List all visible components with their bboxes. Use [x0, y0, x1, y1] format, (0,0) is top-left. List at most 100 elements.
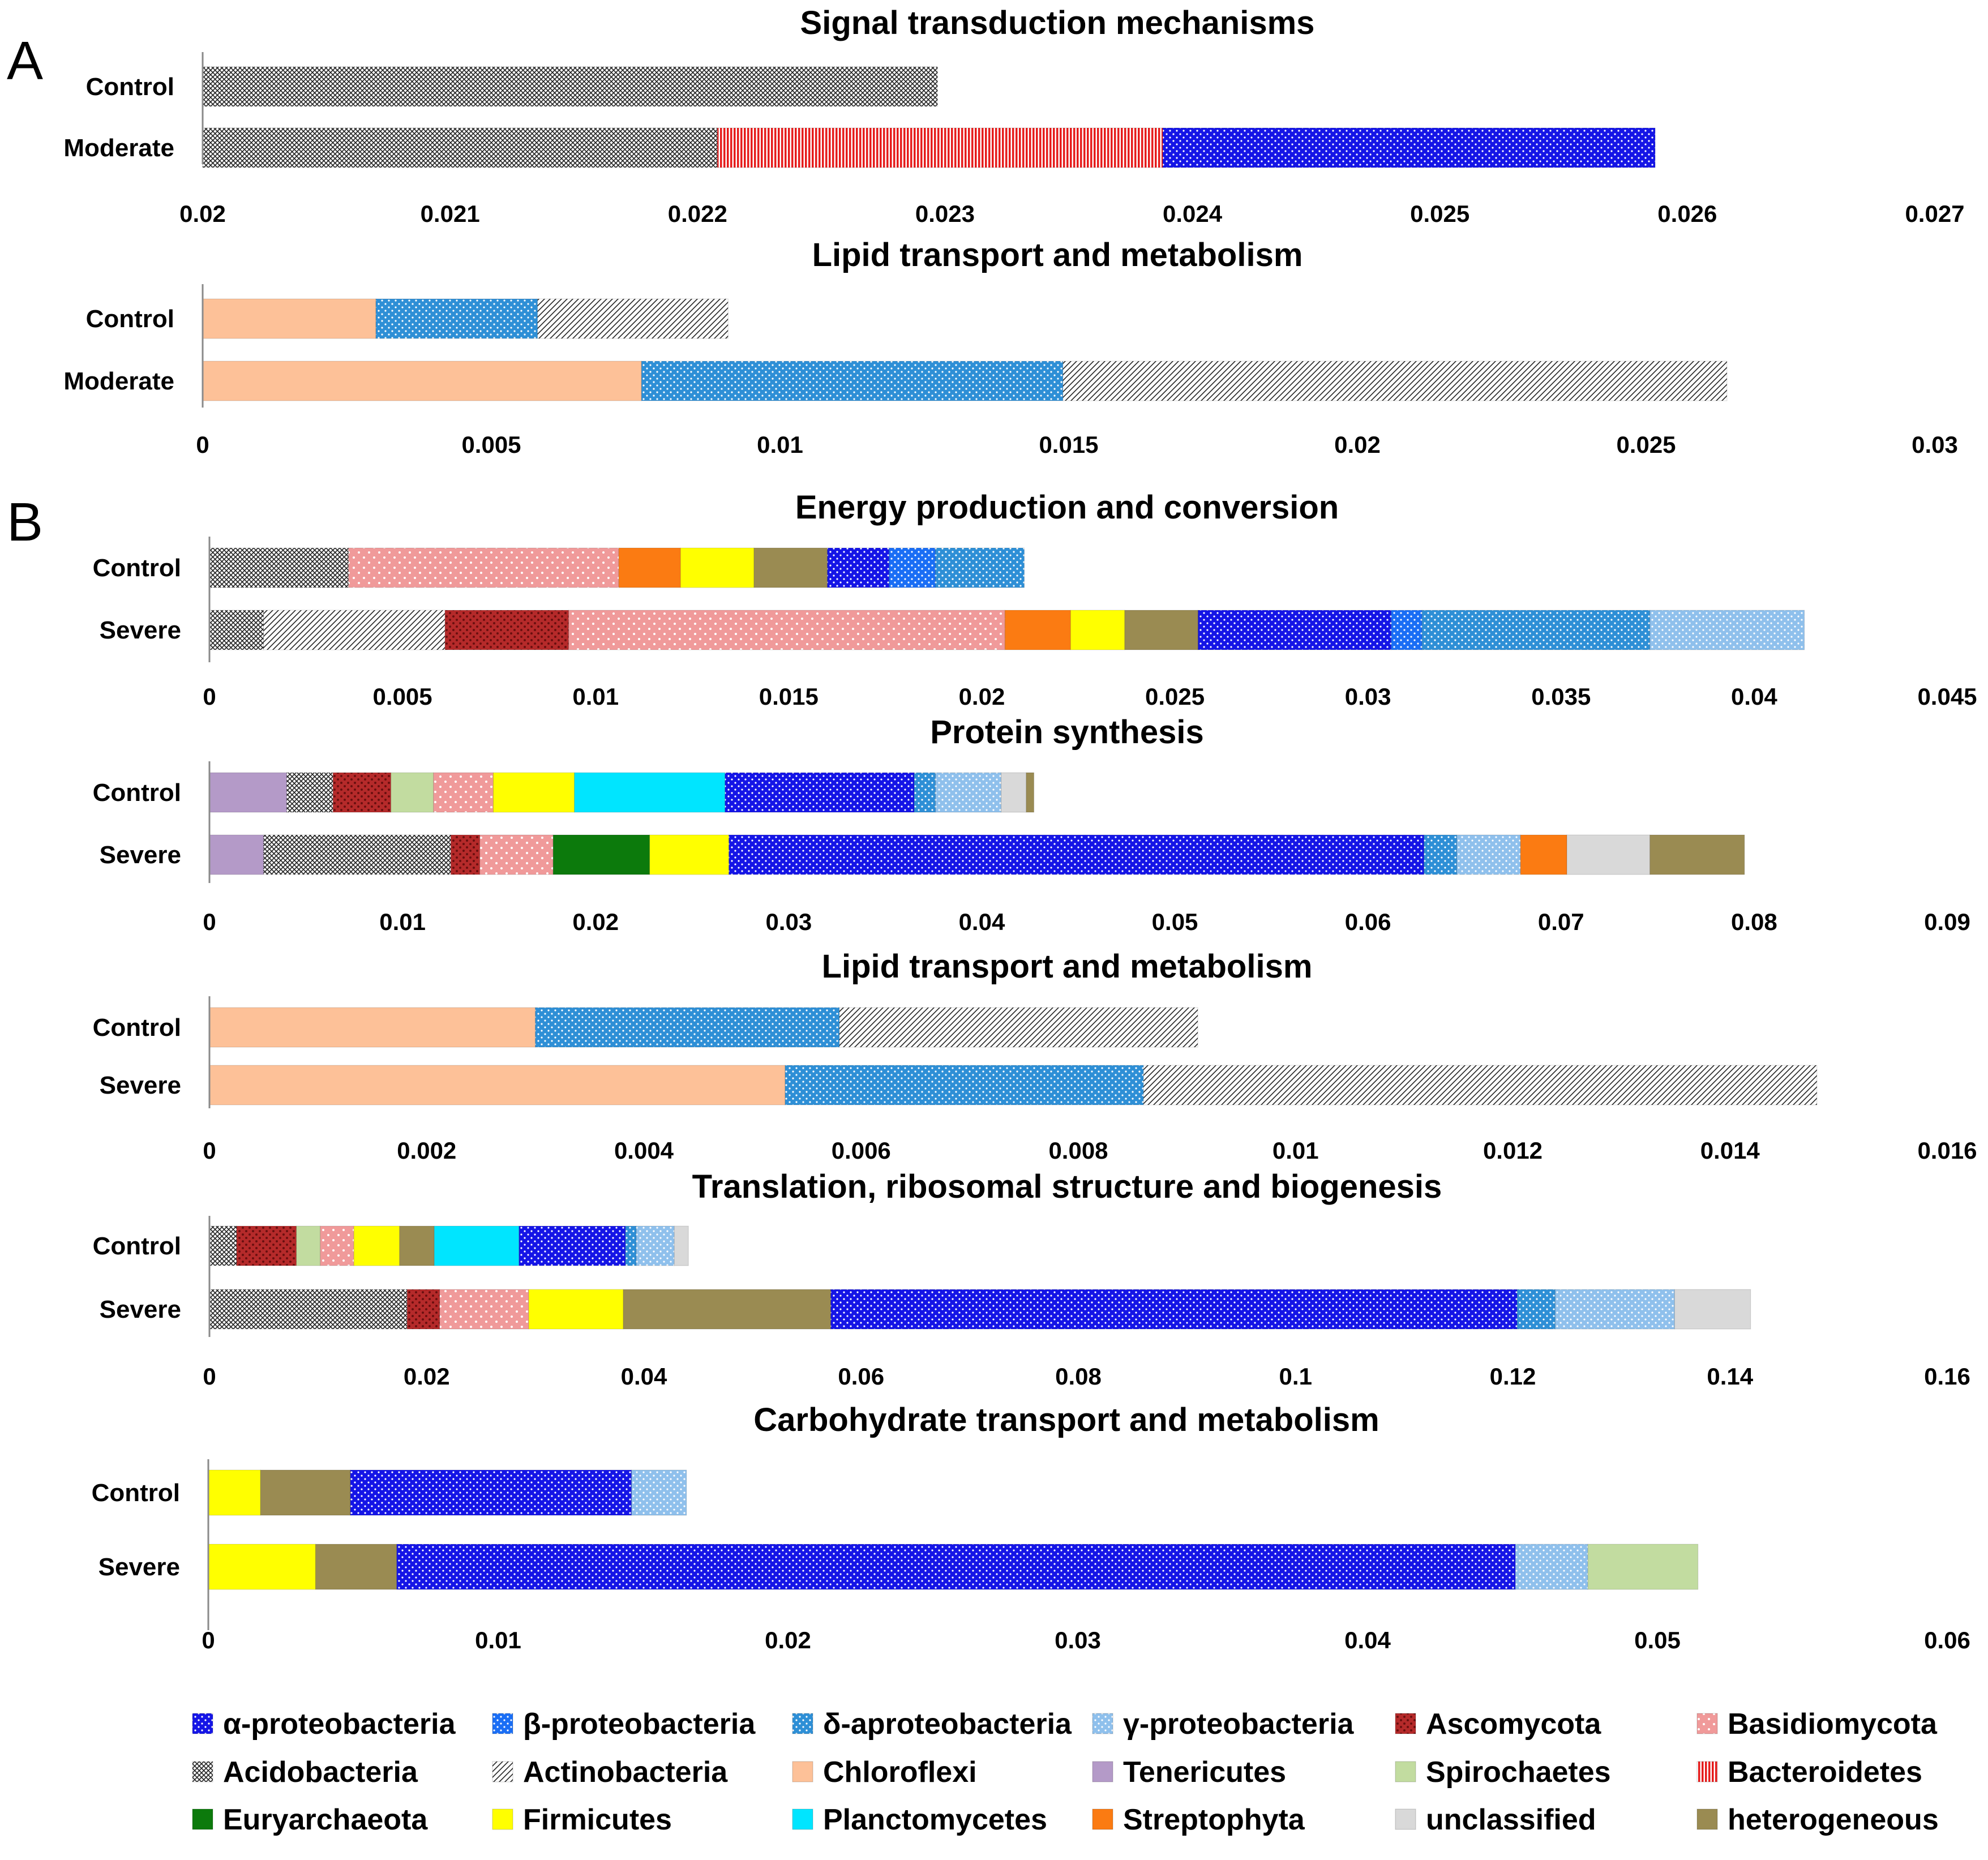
x-tick-label: 0.05 [1634, 1627, 1681, 1653]
bar-segment-moderate-alpha [1162, 127, 1656, 168]
bar-segment-severe-gamma [1456, 834, 1521, 875]
bar-segment-control-acidobacteria [209, 547, 349, 588]
x-tick-label: 0 [196, 431, 209, 458]
chart-title: Energy production and conversion [795, 489, 1339, 526]
legend-swatch-actinobacteria [492, 1761, 513, 1782]
bar-segment-control-unclassified [674, 1225, 689, 1266]
legend-label-unclassified: unclassified [1426, 1803, 1596, 1836]
legend-label-firmicutes: Firmicutes [523, 1803, 672, 1836]
bar-segment-severe-heterogeneous [1649, 834, 1745, 875]
bar-segment-control-delta [935, 547, 1025, 588]
bar-segment-control-planctomycetes [574, 772, 726, 813]
bar-segment-moderate-delta [641, 361, 1064, 401]
bar-segment-control-chloroflexi [202, 298, 376, 339]
panel-label-b: B [7, 492, 43, 552]
bar-segment-severe-basidiomycota [439, 1289, 529, 1330]
legend-swatch-ascomycota [1395, 1713, 1416, 1734]
x-tick-label: 0.026 [1657, 200, 1717, 227]
bar-segment-severe-spirochaetes [1587, 1544, 1699, 1590]
bar-segment-moderate-actinobacteria [1062, 361, 1728, 401]
bar-segment-control-heterogeneous [753, 547, 828, 588]
bar-segment-control-acidobacteria [209, 1225, 237, 1266]
legend-label-actinobacteria: Actinobacteria [523, 1756, 728, 1789]
bar-segment-severe-heterogeneous [1124, 610, 1198, 650]
category-label-control: Control [92, 1479, 180, 1507]
chart-lipid-transport-and-metabolism: Lipid transport and metabolism Control Mod… [63, 237, 1957, 458]
chart-title: Translation, ribosomal structure and bio… [692, 1168, 1442, 1205]
x-tick-label: 0.012 [1483, 1137, 1543, 1164]
legend-item-heterogeneous: heterogeneous [1696, 1803, 1939, 1836]
bar-segment-control-heterogeneous [1026, 772, 1035, 813]
x-tick-label: 0.016 [1917, 1137, 1977, 1164]
bar-segment-severe-streptophyta [1520, 834, 1567, 875]
legend-label-streptophyta: Streptophyta [1123, 1803, 1305, 1836]
bar-segment-severe-tenericutes [209, 834, 264, 875]
x-tick-label: 0.07 [1538, 908, 1584, 935]
bar-segment-severe-actinobacteria [1143, 1065, 1818, 1105]
chart-lipid-transport-and-metabolism: Lipid transport and metabolism Control Sev… [93, 948, 1977, 1164]
bar-segment-severe-basidiomycota [568, 610, 1005, 650]
x-tick-label: 0.008 [1048, 1137, 1108, 1164]
bar-segment-severe-basidiomycota [479, 834, 554, 875]
legend-item-chloroflexi: Chloroflexi [792, 1756, 977, 1789]
bar-segment-control-acidobacteria [286, 772, 333, 813]
x-tick-label: 0.16 [1924, 1363, 1970, 1390]
legend-label-euryarchaeota: Euryarchaeota [223, 1803, 428, 1836]
legend-label-alpha: α-proteobacteria [223, 1708, 456, 1741]
legend-item-tenericutes: Tenericutes [1092, 1756, 1286, 1789]
x-tick-label: 0.04 [1731, 683, 1777, 710]
x-tick-label: 0.005 [373, 683, 432, 710]
legend-item-firmicutes: Firmicutes [492, 1803, 672, 1836]
x-tick-label: 0.03 [1345, 683, 1391, 710]
legend-item-delta: δ-aproteobacteria [792, 1708, 1072, 1741]
bar-segment-control-alpha [519, 1225, 626, 1266]
bar-segment-control-firmicutes [492, 772, 575, 813]
bar-segment-control-delta [914, 772, 936, 813]
x-tick-label: 0.06 [1345, 908, 1391, 935]
x-tick-label: 0.022 [668, 200, 727, 227]
bar-segment-control-heterogeneous [399, 1225, 435, 1266]
bar-segment-control-unclassified [1001, 772, 1027, 813]
bar-segment-control-gamma [636, 1225, 675, 1266]
x-tick-label: 0.12 [1490, 1363, 1536, 1390]
x-tick-label: 0.025 [1616, 431, 1676, 458]
legend: α-proteobacteria β-proteobacteria δ-aprote… [192, 1708, 1939, 1836]
bar-segment-control-tenericutes [209, 772, 287, 813]
x-tick-label: 0.08 [1055, 1363, 1102, 1390]
x-tick-label: 0.005 [461, 431, 521, 458]
category-label-severe: Severe [100, 1072, 181, 1099]
category-label-moderate: Moderate [63, 367, 174, 395]
category-label-control: Control [93, 1014, 181, 1042]
legend-swatch-beta [492, 1713, 513, 1734]
legend-label-bacteroidetes: Bacteroidetes [1728, 1756, 1922, 1789]
chart-signal-transduction-mechanisms: Signal transduction mechanisms Control Mod… [63, 5, 1964, 227]
legend-swatch-euryarchaeota [192, 1808, 213, 1830]
bar-segment-control-ascomycota [236, 1225, 297, 1266]
x-tick-label: 0.03 [1055, 1627, 1101, 1653]
bar-segment-severe-delta [1424, 834, 1458, 875]
legend-label-spirochaetes: Spirochaetes [1426, 1756, 1611, 1789]
x-tick-label: 0.02 [959, 683, 1005, 710]
bar-segment-control-streptophyta [618, 547, 681, 588]
chart-title: Lipid transport and metabolism [812, 237, 1303, 273]
bar-segment-severe-alpha [1197, 610, 1392, 650]
bar-segment-control-basidiomycota [320, 1225, 354, 1266]
legend-swatch-tenericutes [1092, 1761, 1113, 1782]
legend-item-actinobacteria: Actinobacteria [492, 1756, 728, 1789]
x-tick-label: 0.04 [621, 1363, 667, 1390]
bar-segment-severe-euryarchaeota [552, 834, 650, 875]
charts: Signal transduction mechanisms Control Mod… [63, 5, 1977, 1653]
bar-segment-severe-streptophyta [1004, 610, 1071, 650]
bar-segment-control-beta [889, 547, 936, 588]
bar-segment-severe-ascomycota [406, 1289, 440, 1330]
category-label-severe: Severe [100, 1296, 181, 1323]
chart-title: Signal transduction mechanisms [800, 5, 1315, 41]
x-tick-label: 0.03 [765, 908, 812, 935]
category-label-control: Control [93, 1232, 181, 1260]
bar-segment-moderate-chloroflexi [202, 361, 642, 401]
category-label-control: Control [86, 305, 174, 333]
legend-swatch-gamma [1092, 1713, 1113, 1734]
bar-segment-control-acidobacteria [202, 66, 938, 107]
bar-segment-severe-actinobacteria [263, 610, 445, 650]
